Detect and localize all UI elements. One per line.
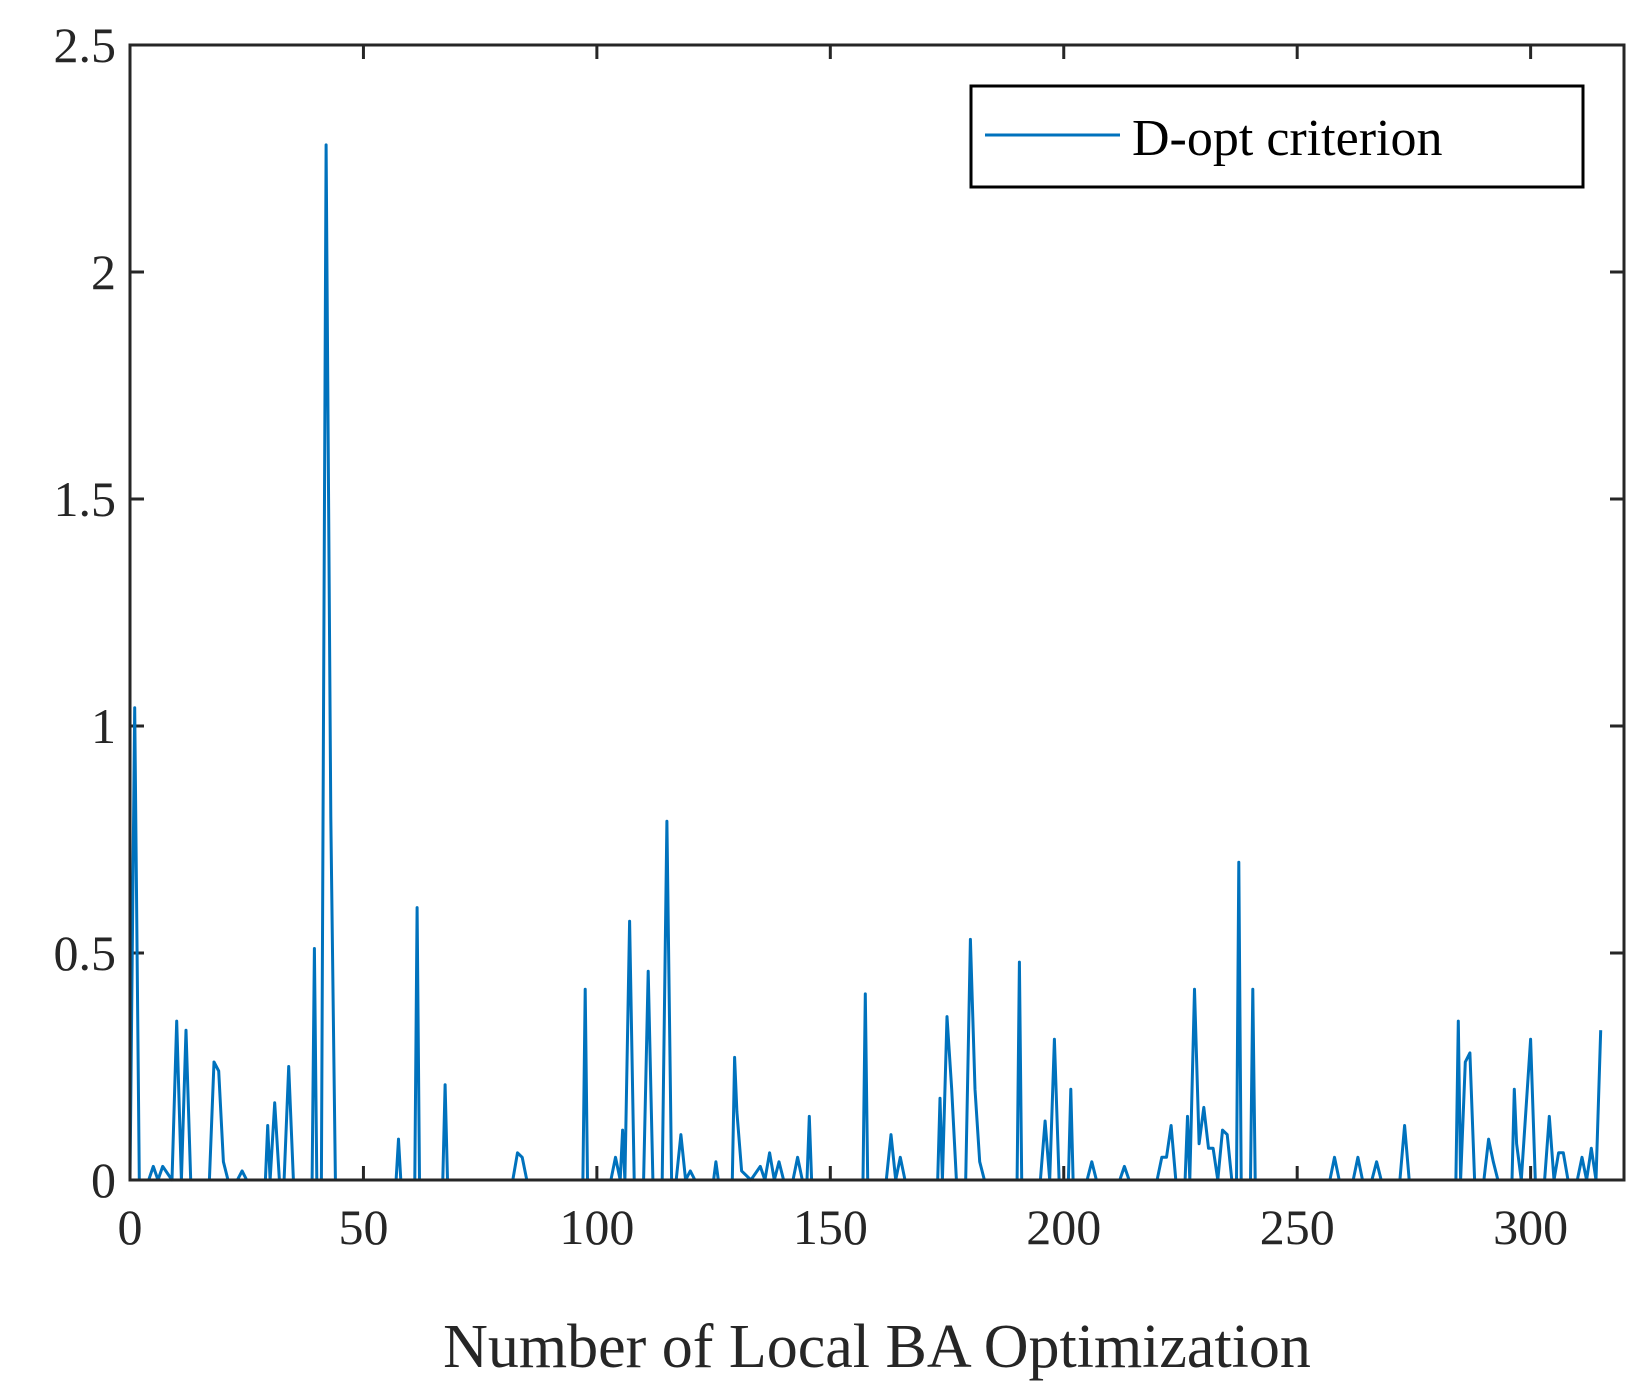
x-axis-title: Number of Local BA Optimization [443, 1313, 1311, 1381]
y-tick-label: 2.5 [54, 17, 117, 73]
y-tick-label: 2 [91, 244, 116, 300]
y-tick-labels: 0 0.5 1 1.5 2 2.5 [54, 17, 117, 1208]
axes-box [128, 43, 1626, 1182]
legend-label: D-opt criterion [1132, 110, 1442, 167]
x-tick-label: 100 [559, 1199, 634, 1255]
x-tick-label: 250 [1260, 1199, 1335, 1255]
series-line-d-opt-criterion [128, 143, 1603, 1182]
x-tick-label: 300 [1493, 1199, 1568, 1255]
plot-area [130, 45, 1624, 1180]
y-tick-label: 0.5 [54, 925, 117, 981]
y-tick-label: 1.5 [54, 471, 117, 527]
x-tick-label: 0 [118, 1199, 143, 1255]
x-tick-label: 150 [793, 1199, 868, 1255]
legend: D-opt criterion [969, 84, 1585, 189]
x-tick-label: 50 [338, 1199, 388, 1255]
x-tick-labels: 0 50 100 150 200 250 300 [118, 1199, 1569, 1255]
x-tick-label: 200 [1026, 1199, 1101, 1255]
y-tick-label: 1 [91, 698, 116, 754]
y-tick-label: 0 [91, 1152, 116, 1208]
